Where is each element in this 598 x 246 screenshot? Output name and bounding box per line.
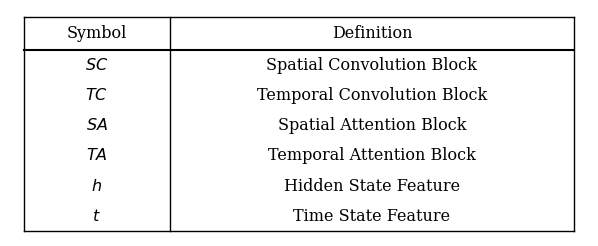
Text: Definition: Definition [332,25,412,42]
Text: $h$: $h$ [91,178,102,195]
Text: $TC$: $TC$ [86,87,108,104]
Text: $TA$: $TA$ [86,147,108,164]
Text: Spatial Attention Block: Spatial Attention Block [277,117,466,134]
Text: $SA$: $SA$ [86,117,108,134]
Text: Spatial Convolution Block: Spatial Convolution Block [267,57,477,74]
Text: Hidden State Feature: Hidden State Feature [284,178,460,195]
Text: Time State Feature: Time State Feature [294,208,450,225]
Text: Temporal Convolution Block: Temporal Convolution Block [257,87,487,104]
Text: Temporal Attention Block: Temporal Attention Block [268,147,476,164]
Text: Symbol: Symbol [66,25,127,42]
Text: $SC$: $SC$ [85,57,108,74]
Text: $t$: $t$ [93,208,101,225]
